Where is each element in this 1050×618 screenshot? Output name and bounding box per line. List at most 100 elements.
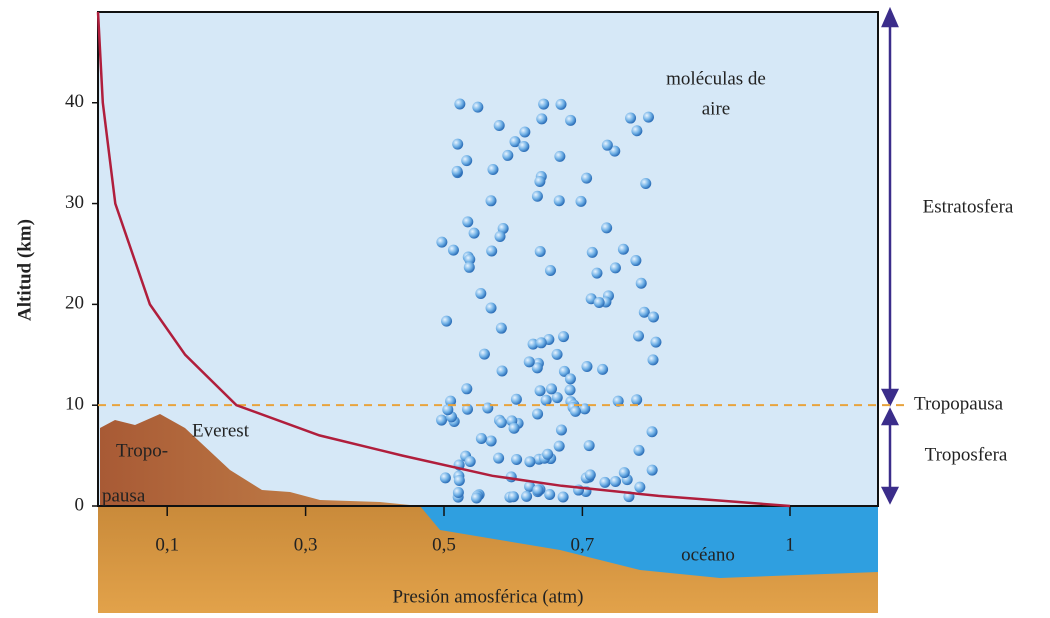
x-tick-label: 1 xyxy=(785,534,795,555)
y-tick-label: 20 xyxy=(65,293,84,314)
air-molecule xyxy=(496,323,507,334)
mountain-label: Tropo- xyxy=(116,440,168,461)
air-molecule xyxy=(440,472,451,483)
air-molecule xyxy=(454,99,465,110)
air-molecule xyxy=(479,349,490,360)
air-molecule xyxy=(558,331,569,342)
air-molecule xyxy=(640,178,651,189)
y-axis-label: Altitud (km) xyxy=(14,219,35,321)
air-molecule xyxy=(552,349,563,360)
air-molecule xyxy=(591,268,602,279)
air-molecule xyxy=(441,316,452,327)
air-molecule xyxy=(602,140,613,151)
air-molecule xyxy=(536,337,547,348)
tropopause-label: Tropopausa xyxy=(914,394,1004,415)
air-molecule xyxy=(556,99,567,110)
air-molecule xyxy=(535,385,546,396)
air-molecule xyxy=(597,364,608,375)
air-molecule xyxy=(570,406,581,417)
air-molecule xyxy=(545,265,556,276)
air-molecule xyxy=(436,237,447,248)
air-molecule xyxy=(546,383,557,394)
air-molecule xyxy=(634,482,645,493)
diagram: Tropo- pausa Everest océano moléculas de… xyxy=(0,0,1050,613)
x-tick-label: 0,1 xyxy=(155,534,179,555)
air-molecule xyxy=(625,113,636,124)
air-molecule xyxy=(633,445,644,456)
ocean-label: océano xyxy=(681,544,735,565)
air-molecule xyxy=(464,262,475,273)
x-tick-label: 0,7 xyxy=(571,534,595,555)
air-molecule xyxy=(556,425,567,436)
air-molecule xyxy=(558,491,569,502)
air-molecule xyxy=(594,297,605,308)
air-molecule xyxy=(495,231,506,242)
air-molecule xyxy=(534,176,545,187)
air-molecule xyxy=(541,395,552,406)
air-molecule xyxy=(532,191,543,202)
air-molecule xyxy=(462,216,473,227)
air-molecule xyxy=(486,195,497,206)
troposphere-label: Troposfera xyxy=(925,444,1008,465)
y-tick-label: 40 xyxy=(65,91,84,112)
air-molecule xyxy=(436,415,447,426)
air-molecule xyxy=(554,151,565,162)
air-molecule xyxy=(497,365,508,376)
air-molecule xyxy=(461,383,472,394)
air-molecule xyxy=(618,244,629,255)
air-molecule xyxy=(509,423,520,434)
mountain-label: pausa xyxy=(102,485,146,506)
air-molecule xyxy=(643,112,654,123)
air-molecule xyxy=(544,489,555,500)
air-molecule xyxy=(502,150,513,161)
air-molecule xyxy=(554,195,565,206)
air-molecule xyxy=(565,373,576,384)
air-molecule xyxy=(532,485,543,496)
air-molecule xyxy=(452,139,463,150)
air-molecule xyxy=(518,141,529,152)
x-tick-label: 0,3 xyxy=(294,534,318,555)
air-molecule xyxy=(636,278,647,289)
air-molecule xyxy=(524,456,535,467)
air-molecule xyxy=(631,394,642,405)
air-molecule xyxy=(465,456,476,467)
air-molecule xyxy=(535,246,546,257)
air-molecule xyxy=(486,435,497,446)
molecules-label: moléculas de xyxy=(666,68,766,89)
air-molecule xyxy=(487,164,498,175)
y-tick-label: 10 xyxy=(65,394,84,415)
air-molecule xyxy=(486,245,497,256)
air-molecule xyxy=(461,155,472,166)
air-molecule xyxy=(610,262,621,273)
air-molecule xyxy=(647,465,658,476)
air-molecule xyxy=(496,417,507,428)
air-molecule xyxy=(538,99,549,110)
air-molecule xyxy=(633,330,644,341)
air-molecule xyxy=(630,255,641,266)
air-molecule xyxy=(524,356,535,367)
air-molecule xyxy=(565,115,576,126)
air-molecule xyxy=(599,477,610,488)
air-molecule xyxy=(601,222,612,233)
air-molecule xyxy=(581,361,592,372)
air-molecule xyxy=(648,354,659,365)
x-axis-label: Presión amosférica (atm) xyxy=(393,586,584,607)
air-molecule xyxy=(511,454,522,465)
air-molecule xyxy=(631,125,642,136)
air-molecule xyxy=(469,228,480,239)
air-molecule xyxy=(581,173,592,184)
air-molecule xyxy=(511,394,522,405)
air-molecule xyxy=(519,127,530,138)
air-molecule xyxy=(554,441,565,452)
x-tick-label: 0,5 xyxy=(432,534,456,555)
air-molecule xyxy=(542,449,553,460)
air-molecule xyxy=(647,426,658,437)
air-molecule xyxy=(536,113,547,124)
air-molecule xyxy=(648,312,659,323)
air-molecule xyxy=(610,476,621,487)
air-molecule xyxy=(576,196,587,207)
air-molecule xyxy=(452,166,463,177)
air-molecule xyxy=(494,120,505,131)
air-molecule xyxy=(508,491,519,502)
air-molecule xyxy=(486,303,497,314)
